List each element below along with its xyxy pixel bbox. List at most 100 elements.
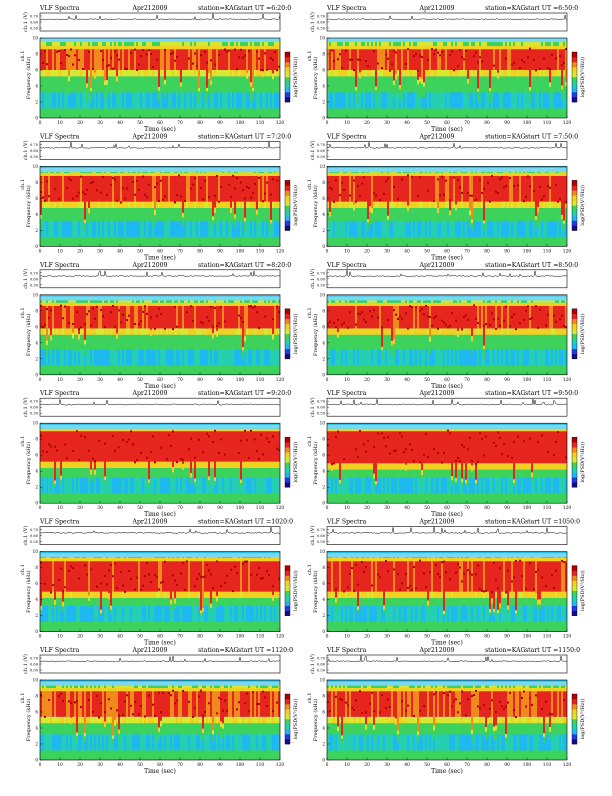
spectrogram-cell bbox=[238, 46, 240, 49]
spectrogram-cell bbox=[98, 237, 100, 247]
spectrogram-cell bbox=[106, 303, 108, 306]
spectrogram-cell bbox=[172, 303, 174, 306]
spectrogram-cell bbox=[150, 208, 152, 221]
spectrogram-cell bbox=[274, 237, 276, 247]
spectrogram-cell bbox=[361, 46, 363, 49]
spectrogram-cell bbox=[230, 224, 232, 237]
spectrogram-cell bbox=[393, 172, 395, 173]
spectrogram-cell bbox=[329, 217, 331, 226]
spectrogram-cell bbox=[234, 365, 236, 375]
spectrogram-cell bbox=[469, 76, 471, 92]
spectrogram-cell bbox=[190, 349, 192, 365]
spectrogram-cell bbox=[182, 49, 184, 70]
spectrogram-cell bbox=[184, 300, 186, 302]
spectrogram-cell bbox=[349, 108, 351, 118]
spectrogram-cell bbox=[236, 68, 238, 70]
spectrogram-cell bbox=[136, 349, 138, 365]
spectrogram-cell bbox=[116, 82, 118, 96]
spectrogram-cell bbox=[415, 176, 417, 202]
spectrogram-cell bbox=[373, 42, 375, 46]
freq-tick-label: 0 bbox=[35, 372, 38, 377]
spectrogram-cell bbox=[158, 237, 160, 247]
spectrogram-cell bbox=[86, 46, 88, 49]
spectrogram-cell bbox=[327, 46, 329, 49]
spectrogram-cell bbox=[234, 172, 236, 173]
x-tick-label: 80 bbox=[484, 121, 490, 126]
spectrogram-cell bbox=[214, 237, 216, 247]
spectrogram-cell bbox=[188, 108, 190, 118]
spectrogram-cell bbox=[529, 108, 531, 118]
panel-title: VLF Spectra bbox=[326, 133, 367, 140]
spectrogram-cell bbox=[479, 46, 481, 49]
spectrogram-cell bbox=[469, 92, 471, 108]
spectrogram-cell bbox=[391, 176, 393, 202]
spectrogram-cell bbox=[417, 97, 419, 108]
spectrogram-cell bbox=[441, 237, 443, 247]
spectrogram-cell bbox=[138, 328, 140, 334]
spectrogram-cell bbox=[226, 335, 228, 349]
spectrogram-cell bbox=[337, 208, 339, 221]
spectrogram-cell bbox=[359, 172, 361, 173]
spectrogram-cell bbox=[339, 365, 341, 375]
spectrogram-cell bbox=[170, 208, 172, 221]
spectrogram-cell bbox=[393, 46, 395, 49]
spectrogram-cell bbox=[449, 54, 451, 56]
spectrogram-cell bbox=[94, 46, 96, 49]
spectrogram-cell bbox=[202, 300, 204, 302]
spectrogram-cell bbox=[539, 76, 541, 92]
spectrogram-cell bbox=[210, 306, 212, 308]
spectrogram-cell bbox=[138, 365, 140, 375]
spectrogram-cell bbox=[194, 365, 196, 375]
spectrogram-cell bbox=[421, 176, 423, 202]
spectrogram-cell bbox=[447, 42, 449, 46]
spectrogram-cell bbox=[453, 202, 455, 208]
spectrogram-cell bbox=[134, 237, 136, 247]
spectrogram-cell bbox=[361, 70, 363, 76]
spectrogram-cell bbox=[335, 76, 337, 92]
spectrogram-cell bbox=[252, 307, 254, 309]
spectrogram-cell bbox=[100, 50, 102, 52]
spectrogram-cell bbox=[108, 46, 110, 49]
freq-axis-label: Frequency (kHz) bbox=[312, 57, 319, 100]
spectrogram-cell bbox=[86, 237, 88, 247]
x-tick-label: 100 bbox=[236, 121, 245, 126]
spectrogram-cell bbox=[58, 335, 60, 349]
spectrogram-cell bbox=[120, 202, 122, 204]
spectrogram-cell bbox=[419, 55, 421, 57]
spectrogram-cell bbox=[431, 70, 433, 76]
spectrogram-cell bbox=[453, 221, 455, 237]
colorbar-segment bbox=[572, 215, 577, 220]
spectrogram-cell bbox=[112, 306, 114, 328]
spectrogram-cell bbox=[555, 237, 557, 247]
spectrogram-cell bbox=[122, 46, 124, 49]
spectrogram-cell bbox=[252, 46, 254, 49]
spectrogram-cell bbox=[60, 221, 62, 237]
spectrogram-cell bbox=[333, 70, 335, 76]
spectrogram-cell bbox=[58, 76, 60, 92]
spectrogram-cell bbox=[180, 208, 182, 221]
spectrogram-cell bbox=[331, 172, 333, 173]
spectrogram-cell bbox=[489, 202, 491, 208]
spectrogram-cell bbox=[387, 220, 389, 228]
spectrogram-cell bbox=[411, 42, 413, 46]
spectrogram-cell bbox=[423, 82, 425, 86]
spectrogram-cell bbox=[258, 365, 260, 375]
spectrogram-cell bbox=[250, 42, 252, 46]
spectrogram-cell bbox=[353, 49, 355, 70]
spectrogram-cell bbox=[262, 49, 264, 70]
spectrogram-cell bbox=[94, 318, 96, 320]
spectrogram-cell bbox=[112, 46, 114, 49]
spectrogram-cell bbox=[198, 349, 200, 365]
spectrogram-cell bbox=[138, 221, 140, 237]
spectrogram-cell bbox=[339, 70, 341, 76]
spectrogram-cell bbox=[48, 328, 50, 334]
spectrogram-cell bbox=[529, 101, 531, 109]
spectrogram-cell bbox=[385, 208, 387, 221]
spectrogram-cell bbox=[92, 76, 94, 92]
spectrogram-cell bbox=[64, 46, 66, 49]
spectrogram-cell bbox=[459, 172, 461, 173]
spectrogram-cell bbox=[250, 46, 252, 49]
spectrogram-cell bbox=[54, 202, 56, 208]
spectrogram-cell bbox=[351, 42, 353, 46]
spectrogram-cell bbox=[174, 76, 176, 92]
